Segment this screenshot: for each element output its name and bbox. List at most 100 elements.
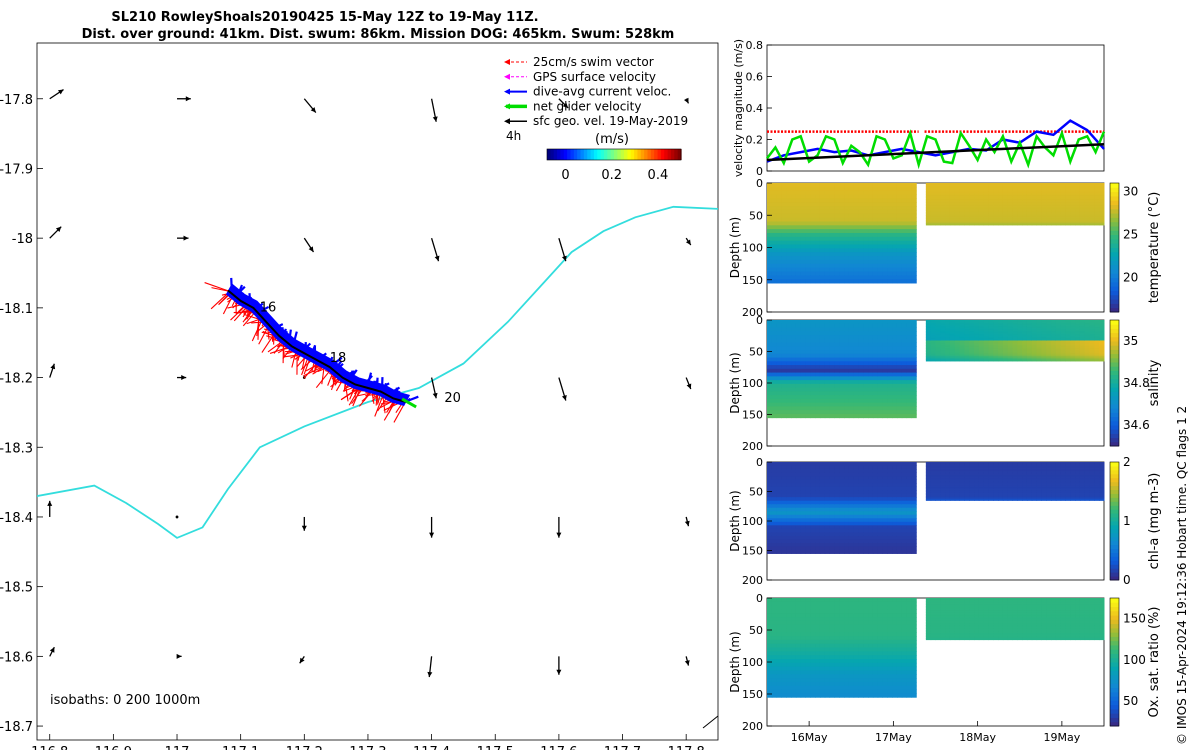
salinity-cell bbox=[1089, 329, 1095, 332]
chla-cell bbox=[887, 465, 893, 470]
salinity-cell bbox=[853, 376, 859, 381]
temperature-cell bbox=[786, 229, 792, 234]
chla-cell bbox=[776, 514, 782, 519]
salinity-cell bbox=[935, 320, 941, 323]
chla-cell bbox=[911, 469, 917, 474]
salinity-cell bbox=[839, 413, 845, 419]
temperature-cell bbox=[863, 229, 869, 234]
chla-cell bbox=[853, 469, 859, 474]
temperature-cell bbox=[930, 210, 936, 213]
salinity-cell bbox=[1065, 329, 1071, 332]
chla-cell bbox=[810, 546, 816, 551]
temperature-ytick-label: 200 bbox=[742, 306, 763, 319]
salinity-cell bbox=[868, 410, 874, 415]
salinity-cell bbox=[815, 406, 821, 411]
temperature-cell bbox=[896, 248, 903, 253]
temperature-cell bbox=[858, 183, 864, 188]
salinity-cell bbox=[1084, 346, 1091, 349]
chla-cell bbox=[810, 504, 816, 509]
temperature-cell bbox=[887, 252, 893, 257]
salinity-cell bbox=[988, 342, 994, 345]
chla-cell bbox=[906, 469, 912, 474]
salinity-cell bbox=[974, 326, 980, 329]
temperature-cell bbox=[810, 221, 816, 226]
temperature-cell bbox=[844, 202, 850, 207]
temperature-cell bbox=[1060, 207, 1066, 210]
temperature-cell bbox=[819, 186, 826, 192]
salinity-cell bbox=[824, 320, 831, 325]
salinity-cell bbox=[853, 395, 859, 400]
salinity-cell bbox=[1070, 359, 1076, 362]
temperature-cell bbox=[1099, 192, 1105, 195]
temperature-cell bbox=[795, 190, 802, 196]
temperature-cell bbox=[815, 229, 821, 234]
salinity-cell bbox=[988, 335, 994, 338]
salinity-cell bbox=[786, 346, 792, 351]
temperature-cell bbox=[901, 221, 908, 226]
temperature-cell bbox=[964, 187, 970, 190]
chla-cell bbox=[863, 504, 869, 509]
temperature-cell bbox=[1084, 199, 1091, 202]
chla-cell bbox=[839, 469, 845, 474]
salinity-cell bbox=[1060, 327, 1066, 330]
temperature-cell bbox=[1084, 212, 1091, 215]
chla-cell bbox=[877, 511, 884, 516]
salinity-cell bbox=[906, 320, 912, 325]
temperature-cell bbox=[940, 199, 946, 202]
salinity-cell bbox=[1060, 323, 1066, 326]
geo-velocity-arrow bbox=[49, 89, 64, 100]
chla-cell bbox=[906, 546, 912, 551]
temperature-cell bbox=[887, 236, 893, 242]
salinity-cell bbox=[1017, 324, 1023, 327]
temperature-cell bbox=[1002, 213, 1009, 216]
temperature-cell bbox=[781, 263, 787, 269]
salinity-cell bbox=[853, 383, 859, 389]
temperature-cell bbox=[969, 184, 975, 187]
temperature-cell bbox=[805, 279, 811, 284]
salinity-cell bbox=[872, 346, 879, 351]
salinity-cell bbox=[829, 327, 835, 332]
temperature-cell bbox=[1002, 207, 1009, 210]
temperature-cell bbox=[1099, 187, 1105, 190]
temperature-cell bbox=[1046, 189, 1052, 192]
temperature-cell bbox=[863, 279, 869, 284]
chla-cell bbox=[872, 521, 879, 526]
salinity-cell bbox=[800, 365, 807, 370]
salinity-cell bbox=[1055, 342, 1062, 345]
map-colorbar-swatch bbox=[644, 149, 649, 160]
salinity-cell bbox=[945, 335, 951, 338]
salinity-cell bbox=[1051, 331, 1057, 334]
temperature-cell bbox=[964, 195, 970, 199]
chla-cell bbox=[829, 500, 835, 505]
salinity-cell bbox=[863, 406, 869, 411]
salinity-cell bbox=[863, 361, 869, 366]
salinity-cell bbox=[1022, 335, 1028, 338]
temperature-cell bbox=[829, 217, 835, 222]
chla-cell bbox=[800, 504, 807, 509]
temperature-cell bbox=[853, 225, 859, 230]
chla-cell bbox=[810, 542, 816, 547]
temperature-cell bbox=[844, 213, 850, 219]
salinity-cell bbox=[767, 323, 773, 329]
salinity-cell bbox=[853, 338, 859, 344]
temperature-cell bbox=[1041, 184, 1047, 187]
salinity-cell bbox=[959, 337, 965, 340]
temperature-cell bbox=[767, 240, 773, 246]
temperature-colorbar-swatch bbox=[1110, 277, 1119, 283]
chla-cell bbox=[935, 497, 941, 500]
temperature-cell bbox=[1065, 187, 1071, 190]
salinity-cell bbox=[1012, 326, 1018, 329]
salinity-cell bbox=[781, 323, 787, 329]
temperature-cell bbox=[1065, 215, 1071, 218]
salinity-cell bbox=[1026, 345, 1033, 348]
salinity-cell bbox=[1041, 332, 1047, 335]
temperature-cell bbox=[858, 202, 864, 207]
temperature-cell bbox=[887, 213, 893, 219]
chla-cell bbox=[930, 479, 936, 482]
temperature-cell bbox=[858, 186, 864, 192]
salinity-cell bbox=[853, 335, 859, 340]
salinity-cell bbox=[1031, 354, 1038, 357]
chla-cell bbox=[839, 542, 845, 547]
temperature-cell bbox=[771, 190, 778, 196]
temperature-cell bbox=[776, 248, 782, 253]
